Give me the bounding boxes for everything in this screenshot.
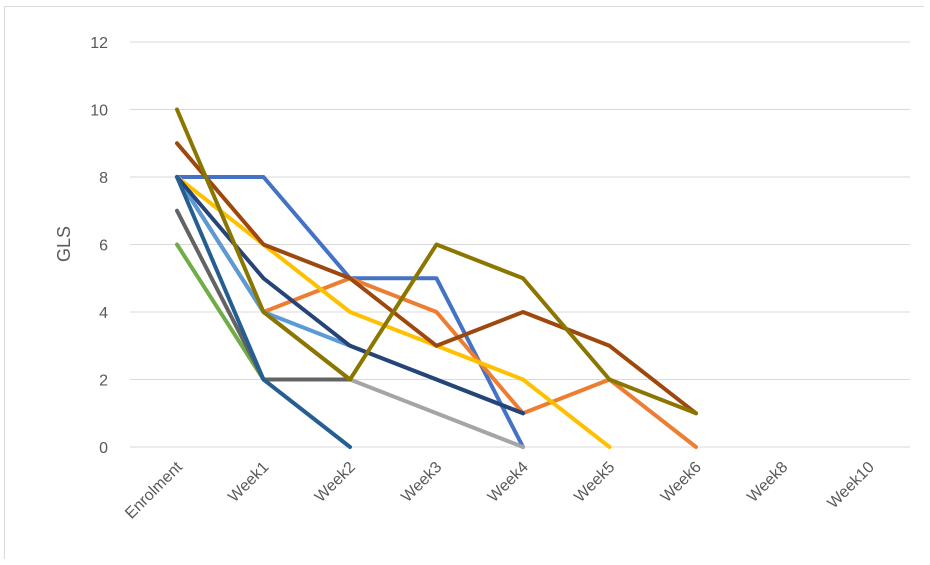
y-tick-label: 0 [99, 440, 108, 457]
y-tick-label: 2 [99, 373, 108, 390]
y-tick-labels: 0 2 4 6 8 10 12 [90, 35, 108, 457]
chart-frame [4, 6, 924, 559]
series-line-9 [175, 175, 352, 449]
y-tick-label: 12 [90, 35, 108, 52]
gridlines [130, 41, 910, 448]
x-tick-label: Week4 [485, 459, 532, 506]
y-tick-label: 8 [99, 170, 108, 187]
x-tick-label: Week1 [225, 459, 272, 506]
y-tick-label: 4 [99, 305, 108, 322]
series-lines [175, 107, 698, 449]
y-axis-title: GLS [54, 226, 74, 262]
x-tick-label: Week3 [398, 459, 445, 506]
y-tick-label: 6 [99, 238, 108, 255]
series-line-11 [175, 107, 698, 416]
x-tick-label: Week8 [744, 459, 791, 506]
series-line-4 [175, 175, 612, 449]
x-tick-label: Week10 [825, 459, 878, 512]
x-tick-label: Week2 [312, 459, 359, 506]
series-line-10 [175, 141, 698, 416]
x-tick-label: Week6 [658, 459, 705, 506]
y-tick-label: 10 [90, 103, 108, 120]
series-line-6 [175, 242, 266, 382]
x-tick-label: Week5 [571, 459, 618, 506]
x-tick-label: Enrolment [122, 458, 186, 522]
x-tick-labels: Enrolment Week1 Week2 Week3 Week4 Week5 Week6 W… [122, 458, 878, 522]
